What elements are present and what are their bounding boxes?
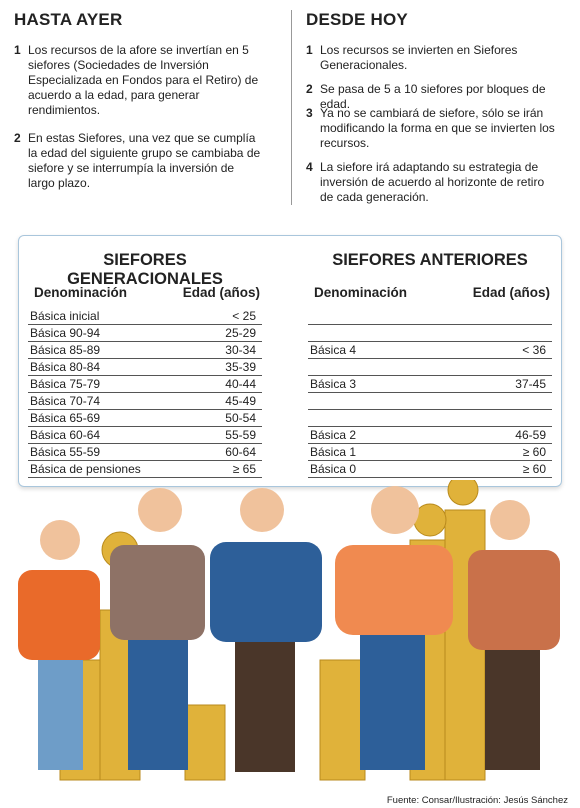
table-header: Edad (años) <box>472 285 550 300</box>
cell-age: 60-64 <box>225 445 256 459</box>
left-title: HASTA AYER <box>14 10 123 29</box>
illustration <box>18 480 560 781</box>
table-row: Básica inicial < 25 <box>28 307 262 325</box>
table-row <box>308 358 552 376</box>
cell-name: Básica 2 <box>310 428 357 442</box>
table-row: Básica 80-84 35-39 <box>28 358 262 376</box>
cell-age: ≥ 60 <box>522 462 546 476</box>
cell-age: 40-44 <box>225 377 256 391</box>
cell-age: ≥ 60 <box>522 445 546 459</box>
cell-age: 45-49 <box>225 394 256 408</box>
table-header: Denominación <box>314 285 408 300</box>
item-text: En estas Siefores, una vez que se cumplí… <box>28 131 261 190</box>
cell-name: Básica 4 <box>310 343 357 357</box>
cell-age: < 36 <box>522 343 546 357</box>
list-item: 3 Ya no se cambiará de siefore, sólo se i… <box>306 106 556 151</box>
table-row: Básica de pensiones ≥ 65 <box>28 460 262 478</box>
table-row: Básica 75-79 40-44 <box>28 375 262 393</box>
item-text: La siefore irá adaptando su estrategia d… <box>320 160 545 204</box>
cell-age: 46-59 <box>515 428 546 442</box>
table-row: Básica 55-59 60-64 <box>28 443 262 461</box>
table-row: Básica 90-94 25-29 <box>28 324 262 342</box>
table-row: Básica 2 46-59 <box>308 426 552 444</box>
people <box>18 486 560 772</box>
table-row: Básica 85-89 30-34 <box>28 341 262 359</box>
cell-name: Básica 80-84 <box>30 360 101 374</box>
list-item: 2 En estas Siefores, una vez que se cumpl… <box>14 131 264 191</box>
table-box <box>18 235 562 487</box>
table-row: Básica 60-64 55-59 <box>28 426 262 444</box>
cell-age: 35-39 <box>225 360 256 374</box>
list-item: 4 La siefore irá adaptando su estrategia … <box>306 160 556 205</box>
divider <box>291 10 292 205</box>
item-number: 2 <box>14 131 21 145</box>
cell-name: Básica 1 <box>310 445 357 459</box>
table-row: Básica 70-74 45-49 <box>28 392 262 410</box>
table-row: Básica 4 < 36 <box>308 341 552 359</box>
cell-age: 25-29 <box>225 326 256 340</box>
table-row <box>308 324 552 342</box>
cell-name: Básica inicial <box>30 309 100 323</box>
cell-name: Básica 65-69 <box>30 411 101 425</box>
item-text: Se pasa de 5 a 10 siefores por bloques d… <box>320 82 546 111</box>
cell-age: 50-54 <box>225 411 256 425</box>
item-text: Ya no se cambiará de siefore, sólo se ir… <box>320 106 555 150</box>
cell-age: < 25 <box>232 309 256 323</box>
item-number: 1 <box>306 43 313 57</box>
item-number: 4 <box>306 160 313 174</box>
table-row: Básica 3 37-45 <box>308 375 552 393</box>
cell-age: 30-34 <box>225 343 256 357</box>
right-title: DESDE HOY <box>306 10 408 29</box>
cell-name: Básica 75-79 <box>30 377 101 391</box>
cell-name: Básica 0 <box>310 462 357 476</box>
table-row <box>308 409 552 427</box>
table-title: SIEFORES GENERACIONALES <box>67 251 223 288</box>
list-item: 2 Se pasa de 5 a 10 siefores por bloques … <box>306 82 556 112</box>
cell-age: ≥ 65 <box>232 462 256 476</box>
item-text: Los recursos se invierten en Siefores Ge… <box>320 43 518 72</box>
table-row <box>308 307 552 325</box>
footer: Fuente: Consar/Ilustración: Jesús Sánche… <box>386 795 568 806</box>
cell-name: Básica 3 <box>310 377 357 391</box>
table-row: Básica 0 ≥ 60 <box>308 460 552 478</box>
cell-name: Básica 70-74 <box>30 394 101 408</box>
cell-age: 37-45 <box>515 377 546 391</box>
cell-name: Básica 85-89 <box>30 343 101 357</box>
item-text: Los recursos de la afore se invertían en… <box>28 43 259 117</box>
table-row: Básica 65-69 50-54 <box>28 409 262 427</box>
cell-name: Básica 55-59 <box>30 445 101 459</box>
list-item: 1 Los recursos se invierten en Siefores G… <box>306 43 556 73</box>
item-number: 1 <box>14 43 21 57</box>
table-row: Básica 1 ≥ 60 <box>308 443 552 461</box>
cell-name: Básica 60-64 <box>30 428 101 442</box>
list-item: 1 Los recursos de la afore se invertían e… <box>14 43 264 118</box>
item-number: 3 <box>306 106 313 120</box>
cell-name: Básica 90-94 <box>30 326 101 340</box>
table-header: Denominación <box>34 285 128 300</box>
cell-name: Básica de pensiones <box>30 462 141 476</box>
table-header: Edad (años) <box>182 285 260 300</box>
table-row <box>308 392 552 410</box>
cell-age: 55-59 <box>225 428 256 442</box>
item-number: 2 <box>306 82 313 96</box>
table-title: SIEFORES ANTERIORES <box>332 251 528 269</box>
